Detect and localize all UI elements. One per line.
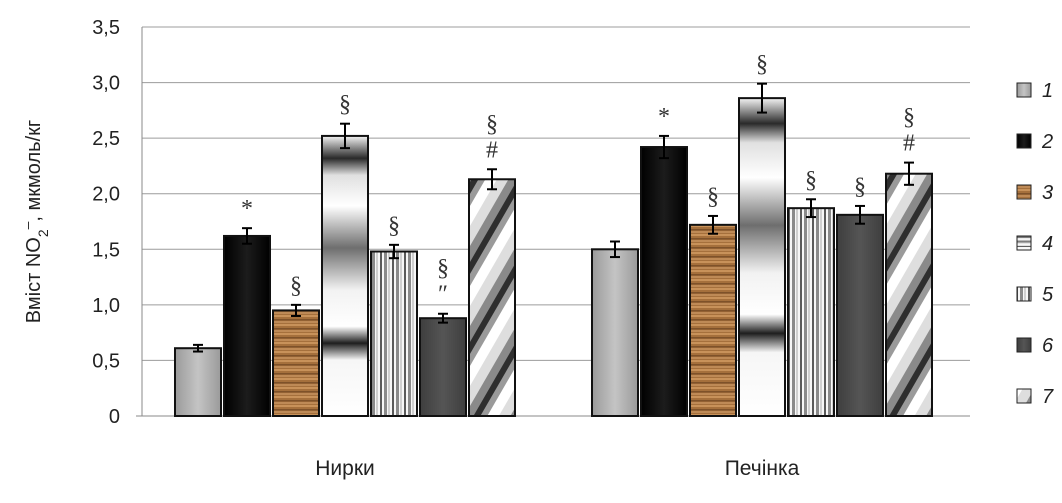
significance-mark: § <box>388 213 400 239</box>
bar-series-4-Нирки <box>321 134 369 417</box>
legend-swatch-5 <box>1016 286 1032 302</box>
y-tick-label: 2,0 <box>92 184 120 206</box>
significance-mark: § <box>854 174 866 200</box>
bar-series-6-Печінка <box>836 213 884 417</box>
legend-label-3: 3 <box>1042 182 1053 204</box>
bars: **§§§§§§″§§#§#§ <box>174 52 933 418</box>
bar-series-6-Нирки <box>419 317 467 417</box>
significance-mark: § <box>437 256 449 282</box>
bar-series-3-Печінка <box>689 223 737 417</box>
y-axis-label: Вміст NO2–, мкмоль/кг <box>19 120 51 323</box>
bar-series-7-Печінка <box>885 172 933 417</box>
bar-series-3-Нирки <box>272 309 320 417</box>
legend-swatch-6 <box>1016 337 1032 353</box>
category-label: Нирки <box>315 457 375 480</box>
legend-swatch-4 <box>1016 235 1032 251</box>
legend-swatch-7 <box>1016 388 1032 404</box>
y-tick-label: 1,5 <box>92 239 120 261</box>
bar-series-2-Нирки <box>223 234 271 417</box>
y-tick-label: 0,5 <box>92 350 120 372</box>
bar-series-4-Печінка <box>738 97 786 417</box>
gridlines <box>142 26 970 361</box>
significance-mark: § <box>805 167 817 193</box>
bar-series-1-Нирки <box>174 347 222 417</box>
significance-mark: # <box>903 131 915 157</box>
bar-series-7-Нирки <box>468 178 516 417</box>
significance-mark: § <box>756 52 768 78</box>
bar-series-5-Нирки <box>370 250 418 417</box>
bar-series-1-Печінка <box>591 248 639 417</box>
significance-mark: § <box>486 111 498 137</box>
legend-label-6: 6 <box>1042 335 1054 357</box>
significance-mark: § <box>707 184 719 210</box>
axis-labels: 0 0,5 1,0 1,5 2,0 2,5 3,0 3,5 Нирки Печінка Вміст … <box>19 17 800 480</box>
y-tick-label: 0 <box>109 406 120 428</box>
significance-mark: * <box>658 104 670 130</box>
legend-label-7: 7 <box>1042 386 1054 408</box>
legend-swatch-3 <box>1016 184 1032 200</box>
legend-label-5: 5 <box>1042 284 1054 306</box>
bar-series-5-Печінка <box>787 207 835 417</box>
bar-series-2-Печінка <box>640 146 688 418</box>
category-label: Печінка <box>725 457 800 480</box>
legend-label-4: 4 <box>1042 233 1053 255</box>
y-tick-label: 2,5 <box>92 128 120 150</box>
significance-mark: # <box>486 137 498 163</box>
y-tick-label: 1,0 <box>92 295 120 317</box>
y-tick-label: 3,5 <box>92 17 120 39</box>
legend-label-1: 1 <box>1042 80 1053 102</box>
legend-swatch-1 <box>1016 82 1032 98</box>
legend-swatch-2 <box>1016 133 1032 149</box>
legend: 1 2 3 4 5 6 7 <box>1016 80 1054 408</box>
significance-mark: ″ <box>438 282 448 308</box>
significance-mark: § <box>903 105 915 131</box>
legend-label-2: 2 <box>1041 131 1053 153</box>
significance-mark: § <box>290 273 302 299</box>
significance-mark: § <box>339 92 351 118</box>
y-tick-label: 3,0 <box>92 73 120 95</box>
significance-mark: * <box>241 196 253 222</box>
